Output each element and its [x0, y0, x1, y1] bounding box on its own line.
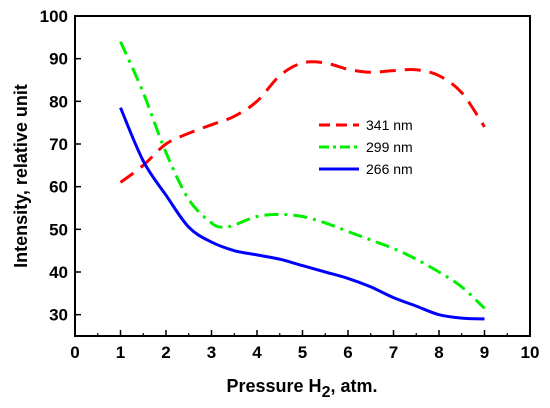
y-tick-label: 100: [40, 7, 68, 26]
x-tick-label: 10: [521, 343, 540, 362]
y-tick-label: 40: [49, 263, 68, 282]
x-tick-label: 7: [389, 343, 398, 362]
x-tick-label: 6: [343, 343, 352, 362]
x-tick-label: 2: [161, 343, 170, 362]
x-tick-label: 8: [434, 343, 443, 362]
y-tick-label: 30: [49, 306, 68, 325]
x-tick-label: 5: [298, 343, 307, 362]
x-tick-label: 1: [116, 343, 125, 362]
series-line-341-nm: [119, 60, 486, 184]
series-line-266-nm: [119, 107, 485, 321]
legend-label: 299 nm: [366, 139, 413, 155]
x-axis-label-suffix: , atm.: [330, 376, 377, 396]
x-tick-label: 0: [70, 343, 79, 362]
series-line-299-nm: [119, 40, 486, 310]
ticks-layer: 0 1 2 3 4 5 6 7 8 9 10 30 40 50 60 70 80 90 100: [40, 7, 540, 362]
y-tick-label: 50: [49, 220, 68, 239]
x-axis-label-main: Pressure H: [227, 376, 322, 396]
x-axis-label-subscript: 2: [322, 384, 331, 401]
series-layer: [119, 40, 486, 321]
x-axis-label: Pressure H2, atm.: [227, 376, 378, 401]
y-tick-label: 80: [49, 92, 68, 111]
y-tick-label: 70: [49, 135, 68, 154]
legend-label: 341 nm: [366, 117, 413, 133]
legend-label: 266 nm: [366, 161, 413, 177]
legend: 341 nm 299 nm 266 nm: [319, 117, 413, 177]
y-tick-label: 90: [49, 50, 68, 69]
x-tick-label: 4: [252, 343, 262, 362]
y-tick-label: 60: [49, 178, 68, 197]
x-tick-label: 9: [480, 343, 489, 362]
x-tick-label: 3: [207, 343, 216, 362]
y-axis-label: Intensity, relative unit: [11, 84, 31, 268]
